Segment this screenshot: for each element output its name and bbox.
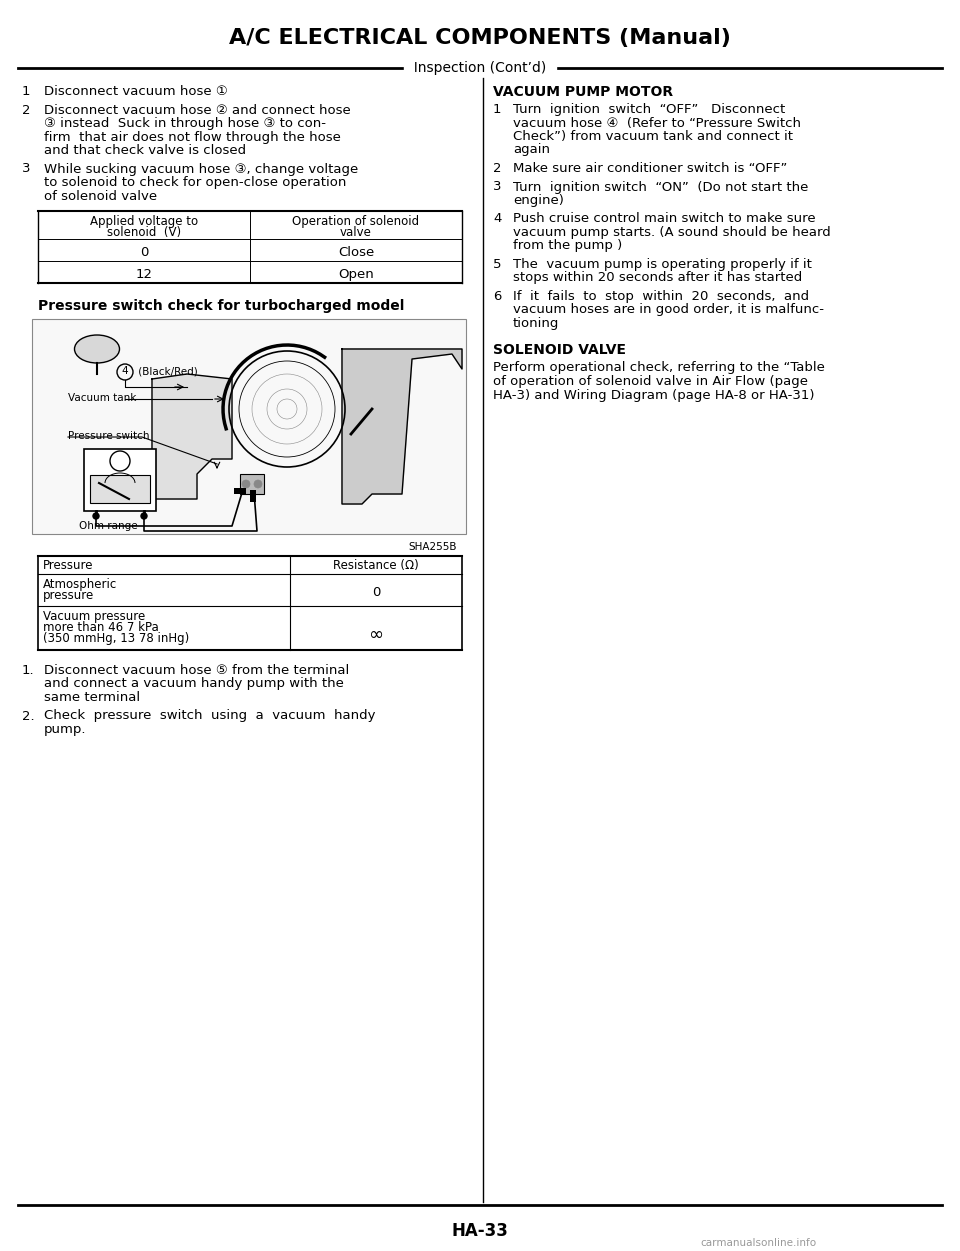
Bar xyxy=(90,475,150,503)
Text: Operation of solenoid: Operation of solenoid xyxy=(293,215,420,228)
Text: solenoid  (V): solenoid (V) xyxy=(107,226,181,239)
Bar xyxy=(84,449,156,510)
Text: and that check valve is closed: and that check valve is closed xyxy=(44,144,246,156)
Polygon shape xyxy=(152,374,232,499)
Text: of solenoid valve: of solenoid valve xyxy=(44,189,157,203)
Text: Atmospheric: Atmospheric xyxy=(43,578,117,590)
Text: 6: 6 xyxy=(493,290,501,303)
Text: same terminal: same terminal xyxy=(44,691,140,704)
Text: ③ instead  Suck in through hose ③ to con-: ③ instead Suck in through hose ③ to con- xyxy=(44,118,326,130)
Text: valve: valve xyxy=(340,226,372,239)
Bar xyxy=(234,488,246,494)
Text: vacuum hose ④  (Refer to “Pressure Switch: vacuum hose ④ (Refer to “Pressure Switch xyxy=(513,116,801,130)
Text: 2: 2 xyxy=(22,104,31,116)
Text: pressure: pressure xyxy=(43,589,94,602)
Text: VACUUM PUMP MOTOR: VACUUM PUMP MOTOR xyxy=(493,85,673,99)
Text: Pressure switch: Pressure switch xyxy=(68,432,150,442)
Text: Close: Close xyxy=(338,246,374,259)
Bar xyxy=(240,474,264,494)
Text: 4: 4 xyxy=(122,367,129,377)
Text: ∞: ∞ xyxy=(369,626,383,644)
Text: pump.: pump. xyxy=(44,723,86,736)
Circle shape xyxy=(254,480,262,488)
Text: Pressure: Pressure xyxy=(43,559,93,572)
Text: Perform operational check, referring to the “Table: Perform operational check, referring to … xyxy=(493,362,825,374)
Text: 12: 12 xyxy=(135,268,153,281)
Text: Vacuum tank: Vacuum tank xyxy=(68,393,136,403)
Text: Vacuum pressure: Vacuum pressure xyxy=(43,610,145,623)
Circle shape xyxy=(141,513,147,519)
Text: and connect a vacuum handy pump with the: and connect a vacuum handy pump with the xyxy=(44,678,344,691)
Text: 0: 0 xyxy=(140,246,148,259)
Text: Make sure air conditioner switch is “OFF”: Make sure air conditioner switch is “OFF… xyxy=(513,161,787,175)
Text: again: again xyxy=(513,144,550,156)
Text: tioning: tioning xyxy=(513,317,560,330)
Bar xyxy=(250,490,256,502)
Text: 2: 2 xyxy=(493,161,501,175)
Text: Applied voltage to: Applied voltage to xyxy=(90,215,198,228)
Text: Turn  ignition  switch  “OFF”   Disconnect: Turn ignition switch “OFF” Disconnect xyxy=(513,103,785,116)
Text: stops within 20 seconds after it has started: stops within 20 seconds after it has sta… xyxy=(513,271,803,284)
Text: HA-3) and Wiring Diagram (page HA-8 or HA-31): HA-3) and Wiring Diagram (page HA-8 or H… xyxy=(493,389,814,402)
Text: to solenoid to check for open-close operation: to solenoid to check for open-close oper… xyxy=(44,176,347,189)
Text: 1: 1 xyxy=(22,85,31,98)
Text: Pressure switch check for turbocharged model: Pressure switch check for turbocharged m… xyxy=(38,299,404,313)
Text: firm  that air does not flow through the hose: firm that air does not flow through the … xyxy=(44,130,341,144)
Text: Resistance (Ω): Resistance (Ω) xyxy=(333,559,419,572)
Text: Check”) from vacuum tank and connect it: Check”) from vacuum tank and connect it xyxy=(513,130,793,143)
Text: Turn  ignition switch  “ON”  (Do not start the: Turn ignition switch “ON” (Do not start … xyxy=(513,180,808,194)
Ellipse shape xyxy=(75,335,119,363)
Text: 5: 5 xyxy=(493,258,501,271)
Text: from the pump ): from the pump ) xyxy=(513,239,622,253)
Text: Disconnect vacuum hose ①: Disconnect vacuum hose ① xyxy=(44,85,228,98)
Bar xyxy=(32,319,466,534)
Text: Ohm range: Ohm range xyxy=(79,520,137,530)
Text: HA-33: HA-33 xyxy=(451,1222,509,1240)
Text: vacuum pump starts. (A sound should be heard: vacuum pump starts. (A sound should be h… xyxy=(513,226,830,239)
Text: 1.: 1. xyxy=(22,664,35,677)
Circle shape xyxy=(242,480,250,488)
Text: engine): engine) xyxy=(513,194,564,206)
Text: A/C ELECTRICAL COMPONENTS (Manual): A/C ELECTRICAL COMPONENTS (Manual) xyxy=(229,28,731,48)
Text: (Black/Red): (Black/Red) xyxy=(135,367,198,377)
Text: Disconnect vacuum hose ② and connect hose: Disconnect vacuum hose ② and connect hos… xyxy=(44,104,350,116)
Text: The  vacuum pump is operating properly if it: The vacuum pump is operating properly if… xyxy=(513,258,812,271)
Text: Push cruise control main switch to make sure: Push cruise control main switch to make … xyxy=(513,213,816,225)
Text: 3: 3 xyxy=(493,180,501,194)
Text: Disconnect vacuum hose ⑤ from the terminal: Disconnect vacuum hose ⑤ from the termin… xyxy=(44,664,349,677)
Polygon shape xyxy=(342,349,462,504)
Text: 2.: 2. xyxy=(22,709,35,723)
Text: Open: Open xyxy=(338,268,373,281)
Text: While sucking vacuum hose ③, change voltage: While sucking vacuum hose ③, change volt… xyxy=(44,163,358,175)
Text: 3: 3 xyxy=(22,163,31,175)
Circle shape xyxy=(93,513,99,519)
Text: vacuum hoses are in good order, it is malfunc-: vacuum hoses are in good order, it is ma… xyxy=(513,304,824,317)
Text: (350 mmHg, 13 78 inHg): (350 mmHg, 13 78 inHg) xyxy=(43,632,189,646)
Text: Inspection (Cont’d): Inspection (Cont’d) xyxy=(405,61,555,75)
Text: SHA255B: SHA255B xyxy=(409,542,457,552)
Text: carmanualsonline.info: carmanualsonline.info xyxy=(700,1238,816,1248)
Text: more than 46 7 kPa: more than 46 7 kPa xyxy=(43,620,158,634)
Text: SOLENOID VALVE: SOLENOID VALVE xyxy=(493,344,626,358)
Text: Check  pressure  switch  using  a  vacuum  handy: Check pressure switch using a vacuum han… xyxy=(44,709,375,723)
Text: If  it  fails  to  stop  within  20  seconds,  and: If it fails to stop within 20 seconds, a… xyxy=(513,290,809,303)
Text: 1: 1 xyxy=(493,103,501,116)
Text: 4: 4 xyxy=(493,213,501,225)
Text: 0: 0 xyxy=(372,585,380,599)
Text: of operation of solenoid valve in Air Flow (page: of operation of solenoid valve in Air Fl… xyxy=(493,375,808,388)
